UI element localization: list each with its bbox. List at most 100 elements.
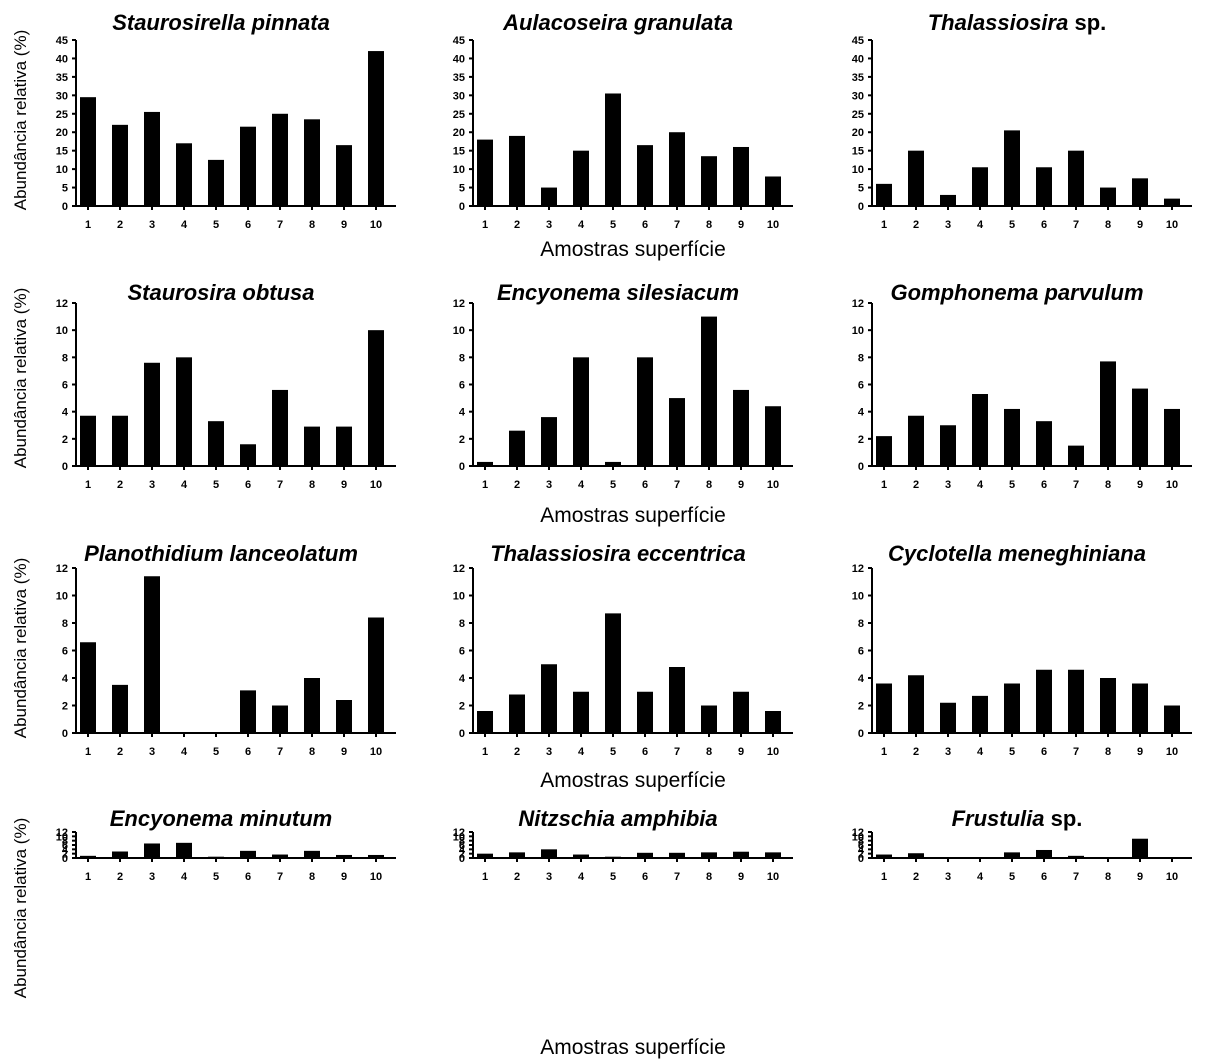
y-tick-label: 6 (858, 840, 864, 852)
x-tick-label: 2 (913, 746, 919, 758)
y-tick-label: 45 (56, 35, 68, 47)
y-tick-label: 10 (56, 164, 68, 176)
bar (304, 119, 320, 206)
bar (477, 461, 493, 466)
x-tick-label: 9 (341, 219, 347, 231)
chart-title-italic: Gomphonema parvulum (890, 280, 1143, 305)
bar (908, 150, 924, 206)
chart-title: Encyonema minutum (110, 806, 332, 831)
x-axis-label: Amostras superfície (540, 238, 726, 261)
bar (1132, 838, 1148, 858)
x-tick-label: 2 (117, 871, 123, 883)
x-tick-label: 5 (213, 871, 219, 883)
x-tick-label: 9 (738, 219, 744, 231)
x-tick-label: 2 (117, 219, 123, 231)
bar (1100, 187, 1116, 206)
x-tick-label: 5 (1009, 746, 1015, 758)
bar (765, 406, 781, 466)
x-tick-label: 6 (1041, 871, 1047, 883)
bar (1004, 852, 1020, 858)
chart-title: Cyclotella meneghiniana (888, 541, 1146, 566)
bar (1036, 421, 1052, 466)
x-tick-label: 8 (309, 871, 315, 883)
y-tick-label: 8 (858, 618, 864, 630)
y-tick-label: 40 (453, 53, 465, 65)
x-tick-label: 7 (277, 746, 283, 758)
bar (637, 357, 653, 466)
x-tick-label: 8 (706, 871, 712, 883)
x-tick-label: 5 (213, 219, 219, 231)
y-tick-label: 0 (62, 728, 68, 740)
chart-title: Thalassiosira eccentrica (490, 541, 746, 566)
y-tick-label: 0 (459, 853, 465, 865)
chart-title-italic: Thalassiosira eccentrica (490, 541, 746, 566)
x-tick-label: 1 (482, 219, 488, 231)
y-tick-label: 10 (453, 325, 465, 337)
x-tick-label: 1 (482, 746, 488, 758)
bar (368, 330, 384, 466)
y-tick-label: 4 (62, 407, 69, 419)
x-tick-label: 10 (1166, 871, 1178, 883)
y-tick-label: 25 (852, 109, 864, 121)
x-tick-label: 10 (370, 479, 382, 491)
x-tick-label: 5 (213, 746, 219, 758)
x-tick-label: 6 (1041, 219, 1047, 231)
bar (669, 398, 685, 466)
y-tick-label: 6 (858, 380, 864, 392)
y-tick-label: 8 (459, 618, 465, 630)
bar (876, 683, 892, 733)
y-tick-label: 0 (459, 201, 465, 213)
chart-title-italic: Frustulia (952, 806, 1045, 831)
y-tick-label: 12 (56, 827, 68, 839)
chart-title-italic: Staurosirella pinnata (112, 10, 330, 35)
chart-title: Encyonema silesiacum (497, 280, 739, 305)
bar (240, 850, 256, 858)
x-tick-label: 8 (309, 479, 315, 491)
bar (701, 705, 717, 733)
x-tick-label: 4 (181, 746, 188, 758)
y-tick-label: 0 (858, 728, 864, 740)
bar (1100, 361, 1116, 466)
y-tick-label: 12 (852, 827, 864, 839)
x-tick-label: 6 (245, 219, 251, 231)
x-tick-label: 5 (610, 746, 616, 758)
x-tick-label: 1 (482, 871, 488, 883)
x-tick-label: 6 (1041, 746, 1047, 758)
x-tick-label: 2 (117, 479, 123, 491)
y-tick-label: 10 (852, 831, 864, 843)
y-tick-label: 2 (858, 434, 864, 446)
y-tick-label: 5 (858, 183, 864, 195)
y-tick-label: 4 (459, 673, 466, 685)
y-tick-label: 12 (453, 827, 465, 839)
y-tick-label: 25 (453, 109, 465, 121)
x-tick-label: 1 (85, 219, 91, 231)
x-tick-label: 6 (245, 746, 251, 758)
y-tick-label: 6 (62, 380, 68, 392)
y-tick-label: 4 (858, 844, 865, 856)
x-axis-label: Amostras superfície (540, 1036, 726, 1059)
y-tick-label: 8 (459, 352, 465, 364)
x-tick-label: 3 (149, 219, 155, 231)
bar (541, 849, 557, 858)
x-tick-label: 4 (977, 746, 984, 758)
y-tick-label: 8 (62, 618, 68, 630)
bar (80, 97, 96, 206)
bar (112, 851, 128, 858)
bar (509, 135, 525, 206)
bar (765, 852, 781, 858)
x-tick-label: 5 (610, 871, 616, 883)
bar (1100, 678, 1116, 733)
x-tick-label: 3 (149, 871, 155, 883)
bar (733, 691, 749, 733)
y-tick-label: 6 (62, 646, 68, 658)
y-tick-label: 10 (852, 164, 864, 176)
y-tick-label: 5 (62, 183, 68, 195)
x-tick-label: 1 (85, 871, 91, 883)
bar (765, 176, 781, 206)
bar (765, 711, 781, 733)
x-tick-label: 5 (610, 479, 616, 491)
